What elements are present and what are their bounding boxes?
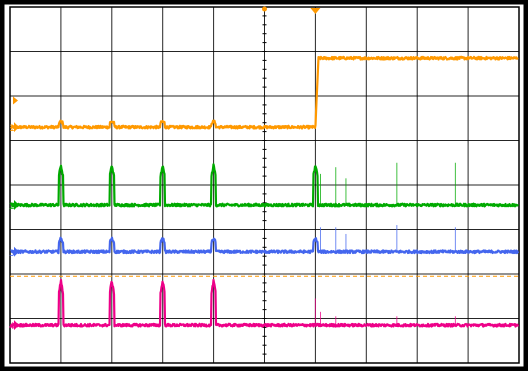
trigger-level-arrow (13, 96, 18, 105)
channel-ground-marker-4 (14, 320, 19, 331)
trace-ch3 (10, 236, 520, 255)
trigger-position-marker (310, 8, 321, 14)
markers: 1 2 3 4 (9, 6, 321, 332)
trace-ch1 (10, 55, 519, 130)
trace-ch2 (9, 163, 520, 208)
channel-label-3: 3 (9, 249, 15, 259)
channel-label-4: 4 (9, 322, 15, 332)
traces (9, 55, 520, 328)
channel-ground-marker-1 (14, 122, 19, 133)
channel-label-2: 2 (9, 202, 15, 212)
channel-ground-marker-2 (14, 200, 19, 211)
graticule (9, 6, 520, 364)
channel-label-1: 1 (9, 124, 15, 134)
trace-ch4 (9, 278, 520, 328)
horizontal-position-marker (262, 6, 267, 12)
channel-ground-marker-3 (14, 246, 19, 257)
